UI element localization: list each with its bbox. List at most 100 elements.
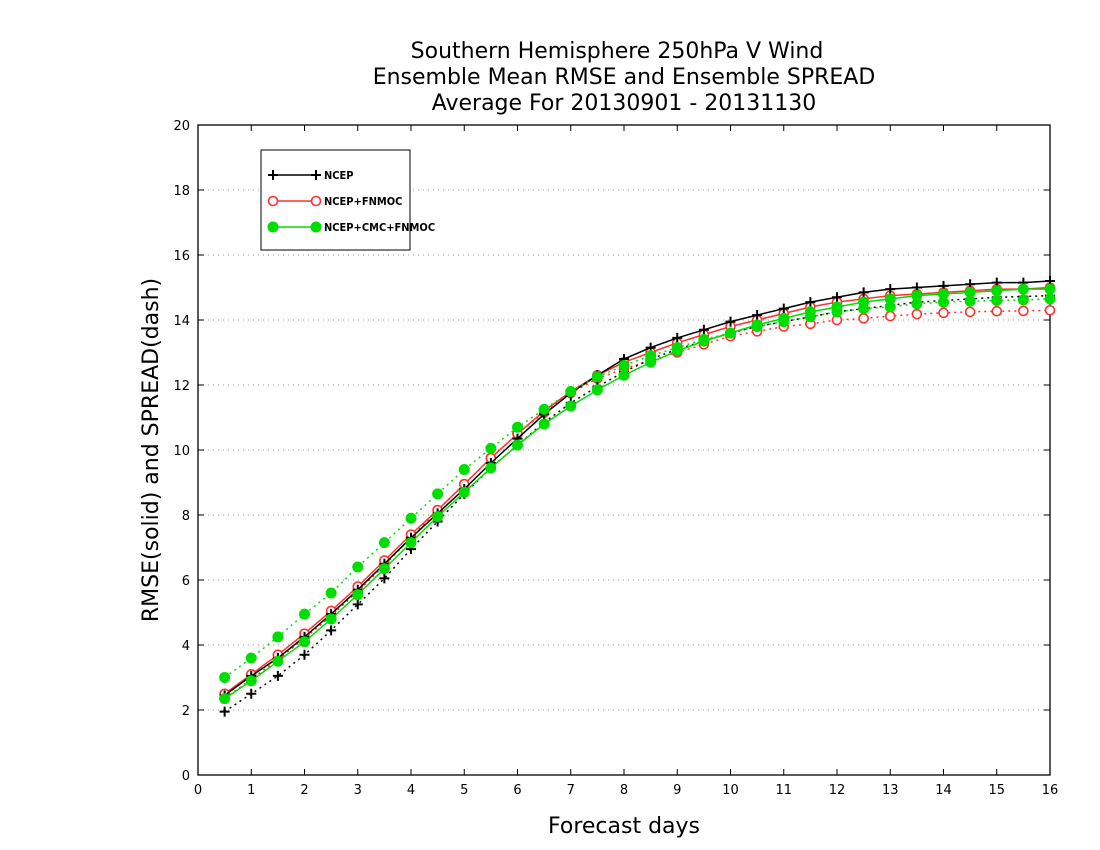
series-2-spread-point-10 bbox=[485, 442, 497, 454]
series-2-rmse-point-7 bbox=[405, 537, 417, 549]
series-2-spread-point-12 bbox=[538, 403, 550, 415]
series-2-spread-point-9 bbox=[458, 464, 470, 475]
series-2-rmse-point-9 bbox=[458, 486, 470, 498]
x-tick-label-7: 7 bbox=[567, 783, 575, 798]
series-1-spread-point-30 bbox=[1018, 305, 1029, 317]
y-tick-label-7: 14 bbox=[173, 314, 190, 329]
series-0-rmse-point-18 bbox=[698, 324, 709, 335]
series-0-spread-point-0 bbox=[219, 706, 230, 717]
chart-title: Southern Hemisphere 250hPa V Wind Ensemb… bbox=[373, 39, 876, 116]
series-0-spread-point-5 bbox=[352, 599, 363, 610]
series-2-rmse-point-8 bbox=[432, 511, 444, 523]
y-tick-label-6: 12 bbox=[173, 379, 190, 394]
series-2-rmse-point-3 bbox=[299, 636, 310, 648]
series-0-rmse-point-24 bbox=[858, 287, 869, 298]
x-tick-label-10: 10 bbox=[722, 783, 739, 798]
series-1-spread-point-24 bbox=[858, 313, 869, 324]
x-tick-label-0: 0 bbox=[194, 783, 202, 798]
x-axis-ticks: 0 1 2 3 4 5 6 7 8 9 10 11 12 13 14 15 16 bbox=[194, 125, 1058, 798]
legend-box bbox=[260, 149, 411, 251]
series-1-spread-point-28 bbox=[964, 306, 976, 318]
series-2-rmse-point-26 bbox=[911, 290, 923, 302]
x-tick-label-16: 16 bbox=[1042, 783, 1059, 798]
series-2-spread-point-6 bbox=[378, 537, 390, 549]
series-1-spread-point-29 bbox=[991, 305, 1003, 317]
legend-marker-start-2 bbox=[267, 221, 279, 233]
legend-marker-start-0 bbox=[268, 170, 278, 180]
series-2-rmse-line bbox=[224, 288, 1050, 700]
series-2-spread-point-1 bbox=[245, 652, 257, 664]
series-2-spread-point-14 bbox=[591, 371, 603, 383]
series-2-rmse-point-21 bbox=[778, 312, 790, 324]
series-2-spread-point-5 bbox=[352, 561, 364, 573]
series-2-spread-point-13 bbox=[565, 386, 577, 397]
series-2-rmse-point-20 bbox=[751, 319, 763, 331]
series-0-rmse-line bbox=[224, 280, 1051, 697]
legend: NCEP NCEP+FNMOC NCEP+CMC+FNMOC bbox=[260, 149, 435, 251]
series-0-rmse-point-25 bbox=[885, 284, 896, 295]
series-2-spread-point-7 bbox=[405, 512, 417, 524]
series-2-rmse-point-24 bbox=[858, 296, 870, 308]
y-tick-label-8: 16 bbox=[173, 249, 190, 264]
x-tick-label-15: 15 bbox=[988, 783, 1005, 798]
legend-label-1: NCEP+FNMOC bbox=[324, 195, 402, 208]
y-tick-label-1: 2 bbox=[182, 704, 190, 719]
series-1-rmse-line bbox=[224, 286, 1051, 695]
series-2-rmse-point-12 bbox=[538, 418, 550, 430]
y-axis-ticks: 0 2 4 6 8 10 12 14 16 18 20 bbox=[173, 119, 1050, 784]
series-2-rmse-point-16 bbox=[645, 356, 657, 368]
series-1-spread-point-25 bbox=[884, 310, 896, 322]
series-2-spread-point-31 bbox=[1044, 293, 1056, 305]
series-2-spread-point-29 bbox=[991, 295, 1003, 306]
chart-title-line-1: Southern Hemisphere 250hPa V Wind bbox=[411, 39, 824, 64]
x-tick-label-3: 3 bbox=[354, 783, 362, 798]
series-2-rmse-point-30 bbox=[1017, 283, 1029, 295]
series-1-spread-point-31 bbox=[1044, 304, 1056, 316]
series-2-rmse-point-18 bbox=[698, 335, 710, 347]
y-tick-label-5: 10 bbox=[173, 444, 190, 459]
legend-marker-end-2 bbox=[310, 221, 322, 233]
series-2-rmse-point-5 bbox=[352, 589, 364, 601]
series-2-spread-point-4 bbox=[325, 587, 337, 599]
series-2-rmse-point-29 bbox=[991, 285, 1003, 297]
y-tick-label-2: 4 bbox=[182, 639, 190, 654]
legend-marker-end-1 bbox=[310, 195, 322, 207]
series-2-rmse-point-17 bbox=[671, 345, 683, 357]
x-tick-label-14: 14 bbox=[935, 783, 952, 798]
series-0-spread-point-2 bbox=[272, 670, 283, 681]
series-2-rmse-point-10 bbox=[485, 462, 497, 474]
y-tick-label-0: 0 bbox=[182, 769, 190, 784]
series-2-rmse-point-19 bbox=[725, 327, 736, 339]
chart-title-line-3: Average For 20130901 - 20131130 bbox=[432, 91, 817, 116]
series-2-rmse-point-2 bbox=[272, 655, 284, 667]
series-2-rmse-point-15 bbox=[618, 369, 630, 381]
legend-marker-start-1 bbox=[267, 195, 279, 207]
x-tick-label-2: 2 bbox=[300, 783, 308, 798]
series-1 bbox=[219, 282, 1056, 704]
series-2-spread-point-15 bbox=[618, 360, 630, 371]
series-2-rmse-point-4 bbox=[325, 613, 337, 625]
series-0-rmse-point-21 bbox=[778, 303, 789, 314]
x-tick-label-5: 5 bbox=[460, 783, 468, 798]
x-tick-label-4: 4 bbox=[407, 783, 415, 798]
y-tick-label-3: 6 bbox=[182, 574, 190, 589]
series-2-rmse-point-27 bbox=[938, 288, 949, 300]
series-2-rmse-point-6 bbox=[378, 563, 390, 575]
x-tick-label-1: 1 bbox=[247, 783, 255, 798]
legend-item-1: NCEP+FNMOC bbox=[267, 195, 402, 208]
x-tick-label-8: 8 bbox=[620, 783, 628, 798]
series-2-rmse-point-1 bbox=[245, 675, 257, 687]
series-layer bbox=[219, 276, 1056, 717]
x-tick-label-12: 12 bbox=[829, 783, 846, 798]
series-2-rmse-point-31 bbox=[1044, 283, 1056, 295]
series-0-rmse-point-17 bbox=[672, 332, 683, 343]
series-2-rmse-point-28 bbox=[964, 286, 976, 298]
x-axis-label: Forecast days bbox=[548, 814, 700, 839]
series-1-spread-point-26 bbox=[911, 308, 923, 320]
legend-item-2: NCEP+CMC+FNMOC bbox=[267, 221, 435, 234]
series-2-spread-point-30 bbox=[1017, 294, 1029, 306]
series-1-spread-point-27 bbox=[938, 307, 949, 319]
y-axis-label: RMSE(solid) and SPREAD(dash) bbox=[139, 278, 164, 622]
y-tick-label-10: 20 bbox=[173, 119, 190, 134]
series-2-spread-point-11 bbox=[512, 421, 523, 433]
